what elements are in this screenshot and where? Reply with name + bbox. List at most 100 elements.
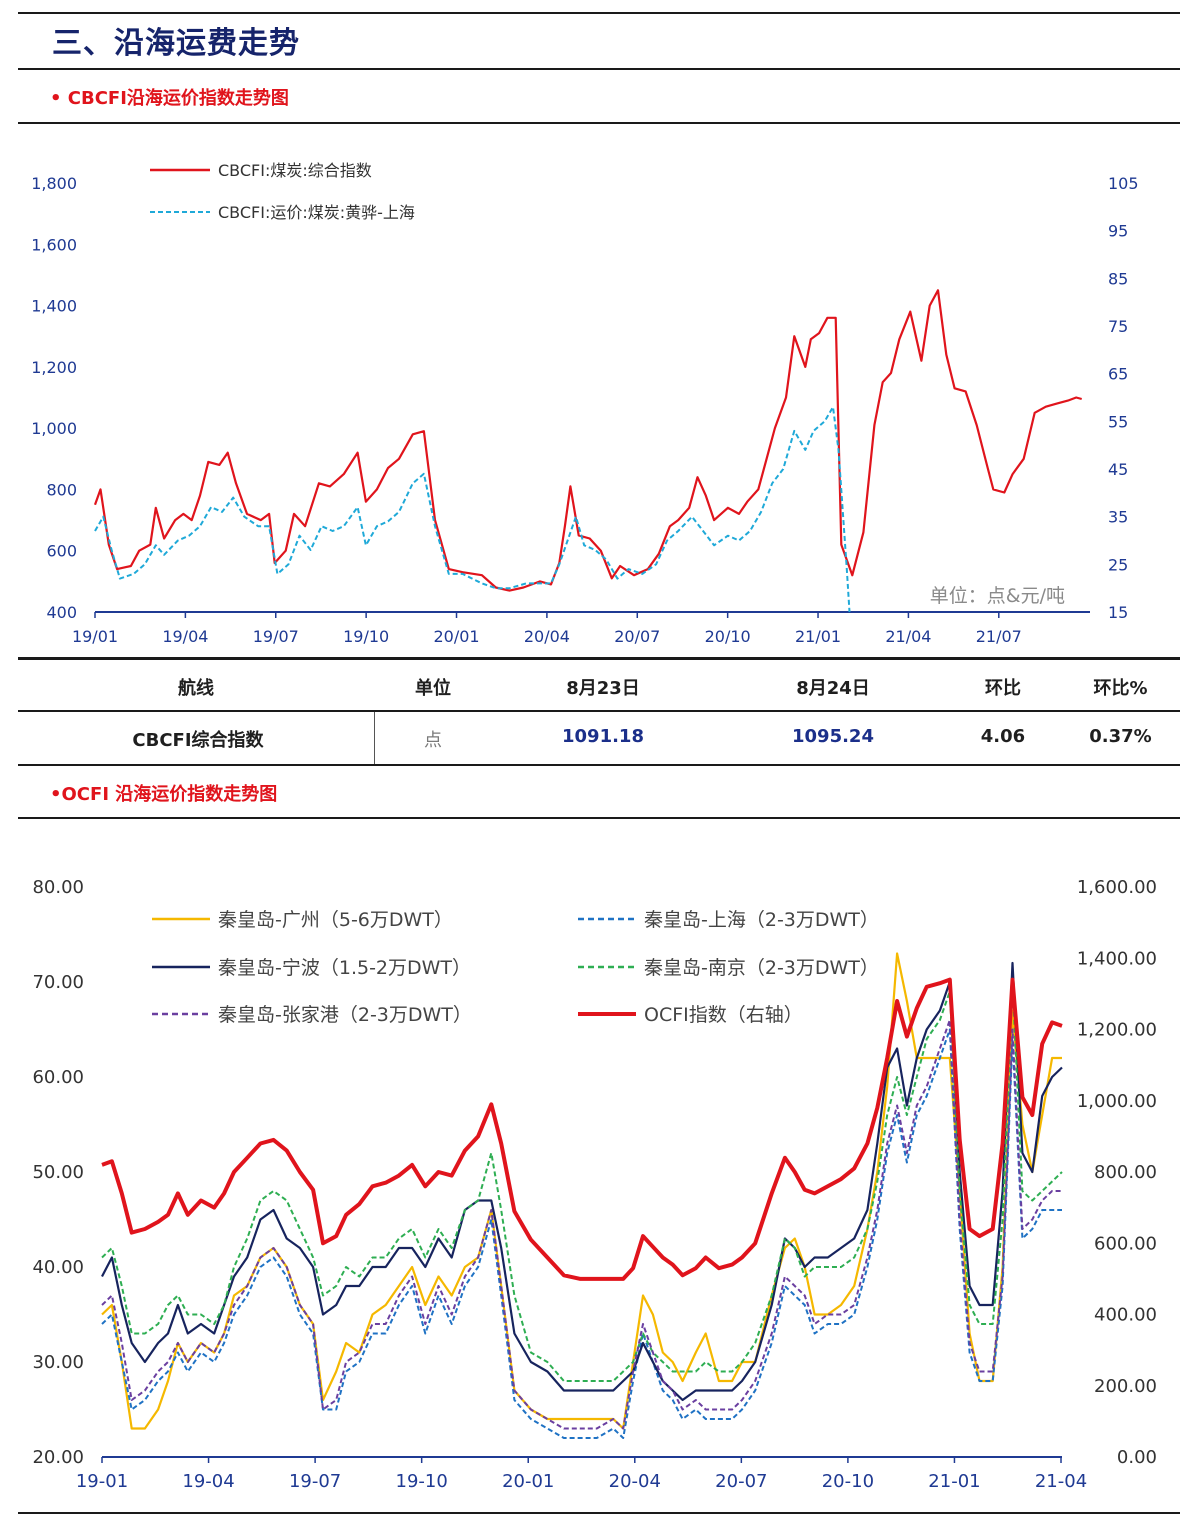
table-divider xyxy=(374,712,375,764)
ocfi-chart: 19-01 19-04 19-07 19-10 20-01 20-04 20-07 20-10… xyxy=(32,877,1157,1492)
x-tick-label: 21-04 xyxy=(1035,1471,1087,1492)
y-right-tick-label: 65 xyxy=(1108,365,1128,384)
series-line-6 xyxy=(101,977,1063,1281)
x-tick-label: 19/10 xyxy=(343,627,389,646)
td-route: CBCFI综合指数 xyxy=(132,730,264,751)
th-change-pct: 环比% xyxy=(1093,678,1148,699)
ocfi-legend: 秦皇岛-广州（5-6万DWT） 秦皇岛-上海（2-3万DWT） 秦皇岛-宁波（1.5… xyxy=(152,909,879,1026)
y-left-tick-label: 70.00 xyxy=(32,972,84,993)
th-unit: 单位 xyxy=(415,678,451,699)
x-tick-label: 19-07 xyxy=(289,1471,341,1492)
bottom-rule xyxy=(18,1512,1180,1514)
y-right-tick-label: 35 xyxy=(1108,508,1128,527)
td-change-pct: 0.37% xyxy=(1089,726,1152,747)
legend-label-2: 秦皇岛-上海（2-3万DWT） xyxy=(644,909,879,931)
th-aug23: 8月23日 xyxy=(566,678,640,699)
legend-label-1: 秦皇岛-广州（5-6万DWT） xyxy=(218,909,453,931)
series-line-2 xyxy=(101,1028,1062,1439)
series-line-4 xyxy=(101,981,1063,1382)
y-left-tick-label: 30.00 xyxy=(32,1352,84,1373)
section2-title: •OCFI 沿海运价指数走势图 xyxy=(50,784,278,805)
x-tick-label: 19/01 xyxy=(72,627,118,646)
x-tick-label: 20-07 xyxy=(715,1471,767,1492)
section1-rule xyxy=(18,122,1180,124)
y-right-tick-label: 105 xyxy=(1108,174,1139,193)
td-unit: 点 xyxy=(424,730,442,751)
y-right-tick-label: 15 xyxy=(1108,603,1128,622)
x-tick-label: 20-10 xyxy=(822,1471,874,1492)
y-right-tick-label: 25 xyxy=(1108,555,1128,574)
y-right-tick-label: 1,000.00 xyxy=(1077,1091,1157,1112)
y-left-tick-label: 1,400 xyxy=(31,297,77,316)
y-right-tick-label: 400.00 xyxy=(1094,1305,1157,1326)
y-left-tick-label: 400 xyxy=(46,603,77,622)
section1-title: • CBCFI沿海运价指数走势图 xyxy=(50,88,289,109)
y-right-tick-label: 45 xyxy=(1108,460,1128,479)
y-left-tick-label: 600 xyxy=(46,542,77,561)
td-aug24: 1095.24 xyxy=(792,726,874,747)
y-left-tick-label: 20.00 xyxy=(32,1447,84,1468)
y-right-tick-label: 1,400.00 xyxy=(1077,948,1157,969)
x-tick-label: 21-01 xyxy=(928,1471,980,1492)
x-tick-label: 19-01 xyxy=(76,1471,128,1492)
td-change: 4.06 xyxy=(980,726,1026,747)
x-tick-label: 19/07 xyxy=(253,627,299,646)
y-left-tick-label: 1,800 xyxy=(31,174,77,193)
y-right-tick-label: 800.00 xyxy=(1094,1162,1157,1183)
y-left-tick-label: 1,600 xyxy=(31,235,77,254)
series-line-1 xyxy=(93,289,1082,592)
y-right-tick-label: 600.00 xyxy=(1094,1233,1157,1254)
x-tick-label: 19/04 xyxy=(162,627,208,646)
y-right-tick-label: 1,600.00 xyxy=(1077,877,1157,898)
y-right-tick-label: 1,200.00 xyxy=(1077,1020,1157,1041)
x-tick-label: 21/01 xyxy=(795,627,841,646)
y-right-tick-label: 55 xyxy=(1108,412,1128,431)
legend-label-huanghua-shanghai: CBCFI:运价:煤炭:黄骅-上海 xyxy=(218,203,415,222)
y-left-tick-label: 1,000 xyxy=(31,419,77,438)
x-tick-label: 21/04 xyxy=(885,627,931,646)
ocfi-series xyxy=(101,952,1063,1439)
x-tick-label: 20-01 xyxy=(502,1471,554,1492)
y-left-tick-label: 80.00 xyxy=(32,877,84,898)
th-route: 航线 xyxy=(178,678,214,699)
cbcfi-axes: 19/01 19/04 19/07 19/10 20/01 20/04 20/07 20/10… xyxy=(31,174,1138,646)
y-left-tick-label: 50.00 xyxy=(32,1162,84,1183)
series-line-2 xyxy=(94,406,851,613)
y-right-tick-label: 85 xyxy=(1108,269,1128,288)
table-top-rule xyxy=(18,657,1180,660)
cbcfi-table: 航线 单位 8月23日 8月24日 环比 环比% CBCFI综合指数 点 109… xyxy=(18,660,1180,766)
legend-label-composite: CBCFI:煤炭:综合指数 xyxy=(218,161,372,180)
y-left-tick-label: 800 xyxy=(46,480,77,499)
y-left-tick-label: 1,200 xyxy=(31,358,77,377)
x-tick-label: 20/10 xyxy=(705,627,751,646)
unit-note: 单位：点&元/吨 xyxy=(930,585,1065,607)
y-right-tick-label: 75 xyxy=(1108,317,1128,336)
legend-label-5: 秦皇岛-张家港（2-3万DWT） xyxy=(218,1004,472,1026)
th-aug24: 8月24日 xyxy=(796,678,870,699)
x-tick-label: 19-10 xyxy=(396,1471,448,1492)
page-title: 三、沿海运费走势 xyxy=(52,26,300,61)
x-tick-label: 20/04 xyxy=(524,627,570,646)
x-tick-label: 20/01 xyxy=(433,627,479,646)
legend-label-6: OCFI指数（右轴） xyxy=(644,1004,803,1026)
y-right-tick-label: 95 xyxy=(1108,222,1128,241)
legend-label-4: 秦皇岛-南京（2-3万DWT） xyxy=(644,957,879,979)
y-left-tick-label: 40.00 xyxy=(32,1257,84,1278)
th-change: 环比 xyxy=(985,678,1021,699)
td-aug23: 1091.18 xyxy=(562,726,644,747)
x-tick-label: 21/07 xyxy=(976,627,1022,646)
x-tick-label: 20/07 xyxy=(614,627,660,646)
x-tick-label: 20-04 xyxy=(609,1471,661,1492)
y-left-tick-label: 60.00 xyxy=(32,1067,84,1088)
title-rule xyxy=(18,68,1180,70)
y-right-tick-label: 0.00 xyxy=(1117,1447,1157,1468)
y-right-tick-label: 200.00 xyxy=(1094,1376,1157,1397)
top-rule xyxy=(18,12,1180,14)
table-header-rule xyxy=(18,710,1180,712)
series-line-5 xyxy=(101,1019,1062,1430)
section2-rule xyxy=(18,817,1180,819)
cbcfi-chart: 19/01 19/04 19/07 19/10 20/01 20/04 20/07 20/10… xyxy=(31,161,1138,646)
ocfi-axes: 19-01 19-04 19-07 19-10 20-01 20-04 20-07 20-10… xyxy=(32,877,1157,1492)
x-tick-label: 19-04 xyxy=(182,1471,234,1492)
series-line-3 xyxy=(101,961,1063,1402)
